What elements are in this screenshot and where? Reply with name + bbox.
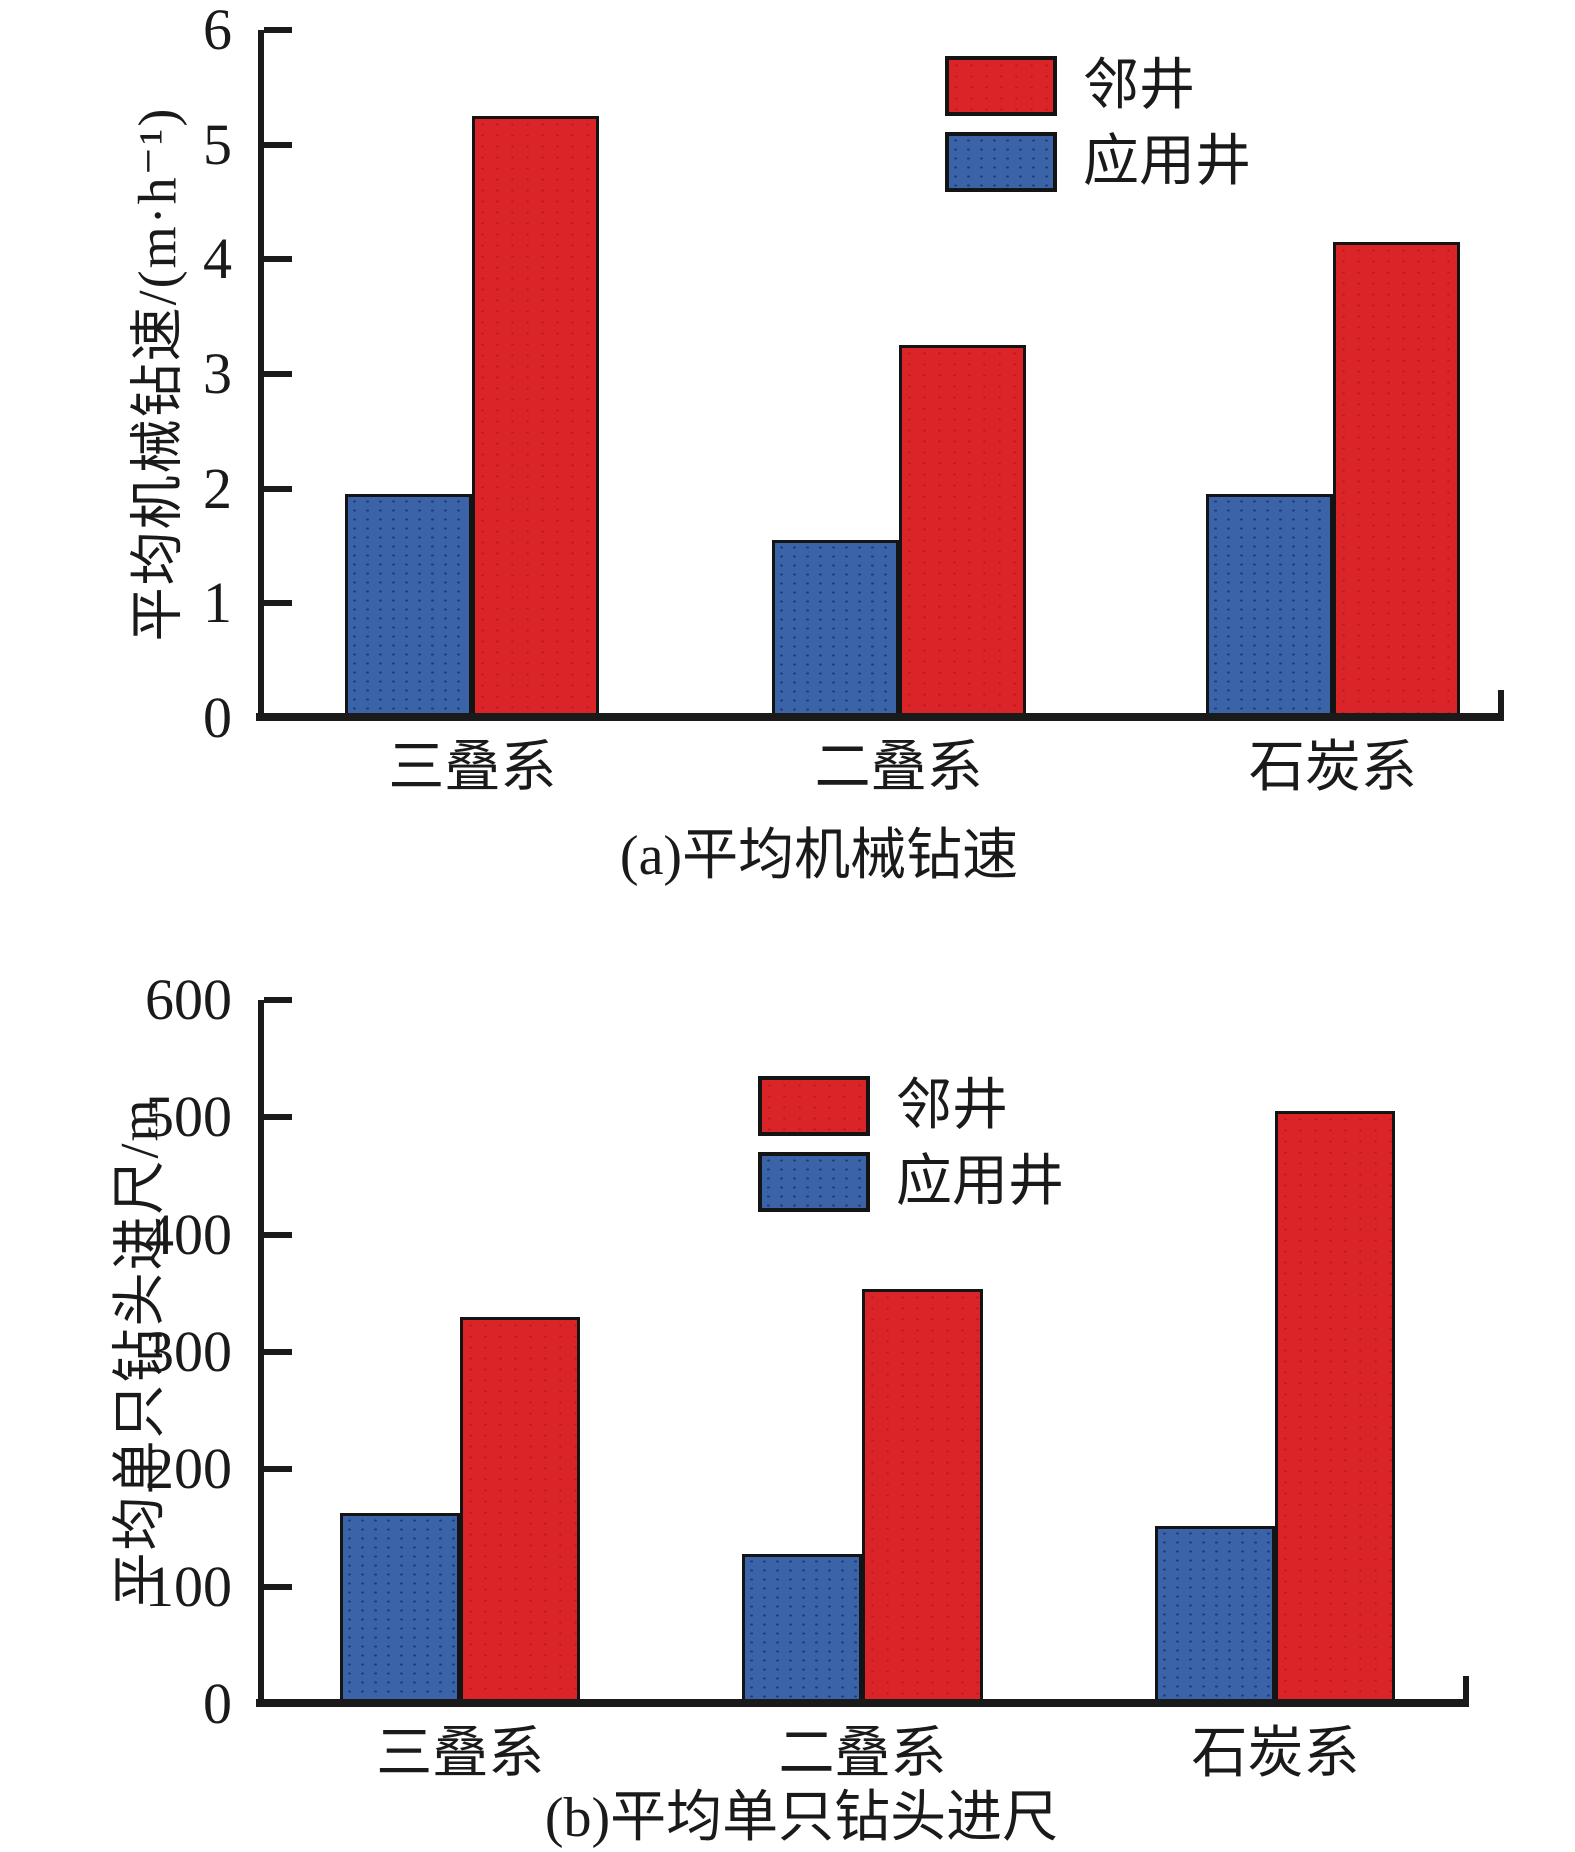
legend: 邻井 应用井 bbox=[945, 56, 1251, 192]
y-tick-mark bbox=[264, 141, 292, 148]
应用井-bar-石炭系 bbox=[1155, 1525, 1276, 1704]
应用井-bar-二叠系 bbox=[771, 540, 899, 718]
应用井-bar-三叠系 bbox=[340, 1512, 461, 1704]
legend-label: 邻井 bbox=[896, 1075, 1008, 1137]
chart-caption: (b)平均单只钻头进尺 bbox=[544, 1787, 1059, 1849]
x-category-label: 三叠系 bbox=[376, 1723, 545, 1785]
y-tick-label: 400 bbox=[145, 1201, 232, 1267]
x-axis-end-tick bbox=[1498, 690, 1504, 716]
y-tick-mark bbox=[264, 1231, 292, 1238]
y-axis-line bbox=[258, 30, 264, 721]
邻井-bar-石炭系 bbox=[1275, 1111, 1396, 1704]
x-category-label: 三叠系 bbox=[388, 737, 557, 799]
邻井-bar-石炭系 bbox=[1332, 242, 1460, 718]
y-tick-label: 600 bbox=[145, 967, 232, 1032]
plot-area: 0 1 2 3 4 5 6 邻井应用井 bbox=[203, 1, 1504, 747]
y-tick-mark bbox=[264, 997, 292, 1003]
y-tick-mark bbox=[264, 371, 292, 377]
y-tick-label: 300 bbox=[145, 1319, 232, 1384]
应用井-bar-三叠系 bbox=[345, 494, 473, 718]
邻井-bar-二叠系 bbox=[862, 1288, 983, 1704]
legend-label: 应用井 bbox=[896, 1151, 1064, 1213]
legend-swatch-icon bbox=[758, 1152, 870, 1212]
邻井-bar-二叠系 bbox=[898, 345, 1026, 718]
x-category-label: 石炭系 bbox=[1191, 1723, 1360, 1785]
y-tick-mark bbox=[264, 1114, 292, 1121]
y-axis-line bbox=[258, 1000, 264, 1707]
y-tick-label: 3 bbox=[203, 341, 232, 406]
legend-item: 应用井 bbox=[945, 132, 1251, 192]
x-axis-line bbox=[256, 713, 1504, 721]
legend-swatch-icon bbox=[945, 132, 1057, 192]
y-tick-label: 0 bbox=[203, 685, 232, 750]
y-tick-label: 500 bbox=[145, 1084, 232, 1150]
legend-item: 邻井 bbox=[758, 1076, 1064, 1136]
y-tick-mark bbox=[264, 600, 292, 607]
legend-swatch-icon bbox=[945, 56, 1057, 116]
y-tick-label: 1 bbox=[203, 570, 232, 636]
y-tick-mark bbox=[264, 485, 292, 492]
应用井-bar-二叠系 bbox=[742, 1553, 863, 1704]
legend: 邻井 应用井 bbox=[758, 1076, 1064, 1212]
邻井-bar-三叠系 bbox=[460, 1316, 581, 1704]
y-tick-label: 2 bbox=[203, 455, 232, 521]
x-category-label: 石炭系 bbox=[1248, 737, 1417, 799]
chart-caption: (a)平均机械钻速 bbox=[619, 825, 1019, 887]
y-tick-label: 5 bbox=[203, 111, 232, 177]
y-tick-mark bbox=[264, 1349, 292, 1355]
y-tick-label: 0 bbox=[203, 1671, 232, 1736]
x-category-label: 二叠系 bbox=[778, 1723, 947, 1785]
x-axis-end-tick bbox=[1463, 1676, 1469, 1702]
legend-label: 应用井 bbox=[1083, 131, 1251, 193]
y-tick-label: 4 bbox=[203, 226, 232, 292]
plot-area: 0 100 200 300 400 500 600 邻井 应用井 bbox=[145, 971, 1469, 1733]
y-tick-mark bbox=[264, 1466, 292, 1473]
legend-item: 应用井 bbox=[758, 1152, 1064, 1212]
应用井-bar-石炭系 bbox=[1206, 494, 1333, 718]
y-tick-label: 200 bbox=[145, 1436, 232, 1502]
y-tick-mark bbox=[264, 1583, 292, 1590]
x-axis-line bbox=[256, 1699, 1469, 1707]
x-category-label: 二叠系 bbox=[814, 737, 983, 799]
legend-item: 邻井 bbox=[945, 56, 1251, 116]
y-tick-label: 100 bbox=[145, 1553, 232, 1619]
y-axis-label: 平均机械钻速/(m·h⁻¹) bbox=[127, 106, 188, 642]
legend-label: 邻井 bbox=[1083, 55, 1195, 117]
y-tick-label: 6 bbox=[203, 0, 232, 62]
legend-swatch-icon bbox=[758, 1076, 870, 1136]
y-tick-mark bbox=[264, 256, 292, 263]
邻井-bar-三叠系 bbox=[472, 116, 600, 718]
y-tick-mark bbox=[264, 27, 292, 33]
